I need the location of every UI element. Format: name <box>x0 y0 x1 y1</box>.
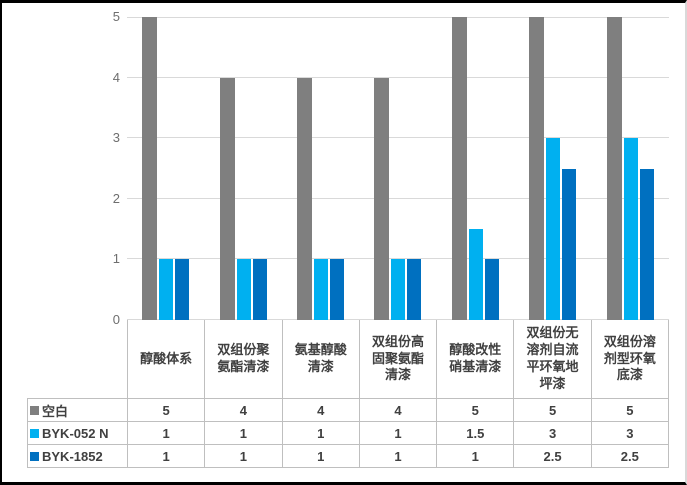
bar-series2-cat2 <box>236 259 251 320</box>
y-axis-tick-label: 1 <box>112 251 120 267</box>
table-value-series2-cat3: 1 <box>282 422 360 445</box>
bar-group-5 <box>437 17 514 320</box>
category-axis-row: 醇酸体系 双组份聚氨酯清漆 氨基醇酸清漆 双组份高固聚氨酯清漆 醇酸改性硝基清漆 双组份无… <box>127 320 669 398</box>
table-value-series2-cat4: 1 <box>359 422 438 445</box>
bar-group-6 <box>514 17 591 320</box>
table-value-series1-cat1: 5 <box>128 399 206 422</box>
y-axis-tick-label: 2 <box>112 190 120 206</box>
bar-series3-cat4 <box>407 259 422 320</box>
gridline-2 <box>127 198 669 199</box>
table-value-series2-cat1: 1 <box>128 422 206 445</box>
bar-series1-cat1 <box>142 17 158 320</box>
gridline-4 <box>127 77 669 78</box>
category-label-5: 醇酸改性硝基清漆 <box>437 320 515 398</box>
plot-area <box>127 17 669 320</box>
bar-series2-cat1 <box>159 259 174 320</box>
bar-series2-cat4 <box>391 259 406 320</box>
bar-series2-cat3 <box>314 259 329 320</box>
bar-series3-cat3 <box>330 259 345 320</box>
bar-series1-cat2 <box>219 77 235 320</box>
gridline-3 <box>127 137 669 138</box>
table-value-series3-cat1: 1 <box>128 445 206 468</box>
category-label-3: 氨基醇酸清漆 <box>283 320 360 398</box>
bar-group-3 <box>282 17 359 320</box>
table-value-series1-cat7: 5 <box>591 399 669 422</box>
table-value-series2-cat7: 3 <box>591 422 669 445</box>
bar-series3-cat1 <box>175 259 190 320</box>
table-value-series2-cat5: 1.5 <box>437 422 515 445</box>
legend-label: BYK-052 N <box>42 425 109 441</box>
legend-swatch-icon <box>30 451 39 461</box>
category-label-6: 双组份无溶剂自流平环氧地坪漆 <box>514 320 592 398</box>
bar-series2-cat6 <box>546 138 561 320</box>
legend-swatch-icon <box>30 428 39 438</box>
bar-series3-cat6 <box>562 168 577 320</box>
table-value-series2-cat2: 1 <box>205 422 283 445</box>
table-value-series3-cat2: 1 <box>205 445 283 468</box>
table-value-series2-cat6: 3 <box>514 422 592 445</box>
bar-series3-cat2 <box>252 259 267 320</box>
legend-label: BYK-1852 <box>42 448 103 464</box>
table-value-series1-cat5: 5 <box>437 399 515 422</box>
bar-group-7 <box>592 17 669 320</box>
y-axis-tick-label: 3 <box>112 130 120 146</box>
category-label-7: 双组份溶剂型环氧底漆 <box>592 320 669 398</box>
bar-series1-cat4 <box>374 77 390 320</box>
table-value-series3-cat3: 1 <box>282 445 360 468</box>
bar-series2-cat5 <box>468 229 483 320</box>
category-label-4: 双组份高固聚氨酯清漆 <box>360 320 438 398</box>
bar-series1-cat3 <box>297 77 313 320</box>
table-value-series1-cat6: 5 <box>514 399 592 422</box>
bar-group-1 <box>127 17 204 320</box>
bar-groups <box>127 17 669 320</box>
table-value-series1-cat4: 4 <box>359 399 438 422</box>
bar-group-4 <box>359 17 436 320</box>
legend-swatch-icon <box>30 405 39 415</box>
bar-group-2 <box>204 17 281 320</box>
y-axis-tick-label: 0 <box>112 312 120 327</box>
table-value-series3-cat5: 1 <box>437 445 515 468</box>
table-value-series3-cat4: 1 <box>359 445 438 468</box>
category-label-2: 双组份聚氨酯清漆 <box>205 320 283 398</box>
table-value-series1-cat3: 4 <box>282 399 360 422</box>
data-table: 空白 5 4 4 4 5 5 5 BYK-052 N 1 1 1 1 1.5 3 3 BYK-1852 1 1 1 1 1… <box>27 398 669 468</box>
y-axis-tick-label: 4 <box>112 69 120 85</box>
bar-series3-cat5 <box>484 259 499 320</box>
gridline-1 <box>127 258 669 259</box>
table-value-series3-cat7: 2.5 <box>591 445 669 468</box>
y-axis-tick-label: 5 <box>112 9 120 24</box>
legend-label: 空白 <box>42 403 69 419</box>
bar-series1-cat5 <box>451 17 467 320</box>
bar-series1-cat7 <box>606 17 622 320</box>
table-value-series1-cat2: 4 <box>205 399 283 422</box>
bar-series3-cat7 <box>639 168 654 320</box>
legend-cell-series2: BYK-052 N <box>28 422 128 445</box>
bar-series2-cat7 <box>623 138 638 320</box>
legend-cell-series3: BYK-1852 <box>28 445 128 468</box>
legend-cell-series1: 空白 <box>28 399 128 422</box>
category-label-1: 醇酸体系 <box>128 320 206 398</box>
table-value-series3-cat6: 2.5 <box>514 445 592 468</box>
bar-series1-cat6 <box>529 17 545 320</box>
gridline-5 <box>127 17 669 18</box>
